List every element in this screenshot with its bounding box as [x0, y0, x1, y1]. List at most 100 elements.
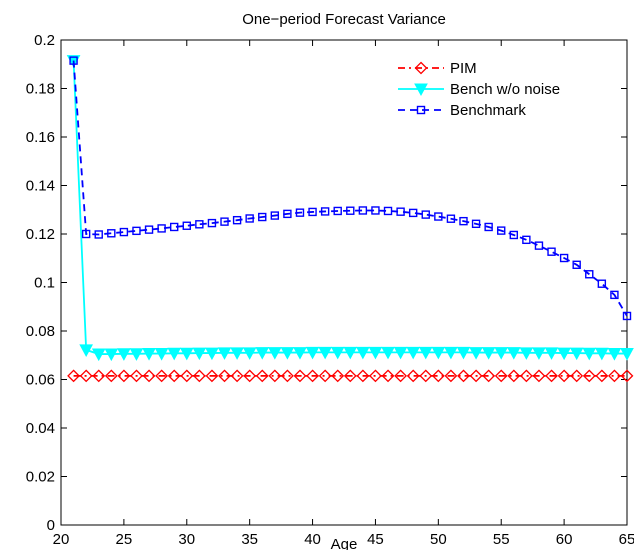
data-point-pim: [419, 369, 433, 383]
data-point-pim: [343, 369, 357, 383]
data-point-bench-w-o-noise: [192, 347, 207, 361]
data-point-bench-w-o-noise: [79, 344, 93, 357]
data-point-pim: [67, 369, 80, 383]
data-point-benchmark: [220, 217, 229, 226]
data-point-benchmark: [396, 207, 405, 216]
y-tick-label: 0.18: [26, 81, 55, 98]
y-tick-label: 0.06: [26, 372, 55, 389]
data-point-pim: [192, 369, 206, 383]
data-point-benchmark: [585, 270, 594, 279]
data-point-benchmark: [270, 211, 280, 220]
data-point-benchmark: [434, 212, 443, 221]
data-point-bench-w-o-noise: [431, 346, 446, 360]
data-point-benchmark: [320, 207, 330, 216]
data-point-bench-w-o-noise: [343, 346, 358, 360]
legend-marker-bench-w-o-noise: [414, 83, 428, 97]
data-point-benchmark: [459, 216, 468, 226]
data-point-benchmark: [207, 218, 217, 228]
data-point-bench-w-o-noise: [129, 348, 144, 361]
data-point-benchmark: [169, 222, 179, 232]
data-point-pim: [218, 369, 231, 383]
data-point-pim: [92, 369, 106, 383]
data-point-bench-w-o-noise: [444, 346, 458, 360]
data-point-bench-w-o-noise: [393, 346, 408, 360]
y-tick-label: 0.2: [34, 32, 55, 49]
data-point-bench-w-o-noise: [494, 347, 509, 360]
data-point-pim: [519, 369, 533, 383]
data-point-bench-w-o-noise: [318, 346, 332, 360]
axes-frame: [60, 39, 628, 526]
x-tick-label: 45: [367, 531, 384, 548]
data-point-pim: [482, 369, 496, 383]
data-point-benchmark: [371, 206, 380, 215]
data-point-bench-w-o-noise: [544, 347, 559, 360]
x-tick-label: 20: [53, 531, 70, 548]
data-point-benchmark: [446, 214, 456, 223]
data-point-benchmark: [283, 209, 292, 219]
data-point-pim: [608, 369, 621, 383]
data-point-pim: [331, 369, 345, 383]
data-point-bench-w-o-noise: [595, 347, 609, 361]
data-point-benchmark: [471, 219, 481, 229]
data-point-pim: [570, 369, 584, 383]
data-point-pim: [469, 369, 483, 383]
data-point-pim: [205, 369, 219, 383]
data-point-bench-w-o-noise: [368, 346, 383, 360]
x-tick-label: 65: [619, 531, 634, 548]
data-point-bench-w-o-noise: [117, 348, 131, 361]
data-point-pim: [620, 369, 634, 383]
data-point-pim: [356, 369, 370, 383]
data-point-bench-w-o-noise: [481, 347, 496, 360]
data-point-pim: [255, 369, 269, 383]
data-point-benchmark: [132, 226, 141, 236]
data-point-pim: [280, 369, 294, 383]
data-point-bench-w-o-noise: [91, 348, 106, 362]
legend-label-bench-w-o-noise: Bench w/o noise: [450, 81, 560, 98]
data-point-benchmark: [610, 290, 619, 300]
data-point-pim: [582, 369, 596, 383]
plot-area: 20 25 30 35 40 45 50 55 60 65 0 0.02 0.04 0.06 0.08 0.1…: [26, 32, 634, 548]
data-point-pim: [406, 369, 420, 383]
data-point-pim: [243, 369, 257, 383]
data-point-benchmark: [509, 230, 518, 240]
data-point-bench-w-o-noise: [569, 347, 584, 361]
data-point-pim: [104, 369, 118, 383]
data-point-benchmark: [258, 212, 267, 222]
data-point-bench-w-o-noise: [532, 347, 546, 360]
data-point-pim: [180, 369, 194, 383]
data-point-benchmark: [308, 207, 317, 217]
data-point-bench-w-o-noise: [293, 347, 307, 360]
data-point-bench-w-o-noise: [255, 347, 270, 360]
data-point-pim: [394, 369, 408, 383]
chart-title: One−period Forecast Variance: [242, 11, 446, 28]
data-point-benchmark: [81, 229, 91, 239]
data-point-pim: [142, 369, 156, 383]
x-tick-label: 25: [116, 531, 133, 548]
legend-label-benchmark: Benchmark: [450, 102, 526, 119]
data-point-pim: [557, 369, 571, 383]
data-point-pim: [79, 369, 93, 383]
data-point-pim: [117, 369, 131, 383]
data-point-bench-w-o-noise: [406, 346, 421, 360]
data-point-bench-w-o-noise: [620, 348, 634, 361]
data-point-pim: [381, 369, 395, 383]
data-point-pim: [293, 369, 307, 383]
data-point-bench-w-o-noise: [519, 347, 534, 360]
data-point-benchmark: [232, 215, 242, 225]
data-point-benchmark: [245, 214, 254, 223]
y-tick-label: 0.12: [26, 226, 55, 243]
data-point-bench-w-o-noise: [557, 347, 571, 361]
data-point-pim: [155, 369, 169, 383]
data-point-pim: [595, 369, 609, 383]
data-point-benchmark: [559, 253, 569, 263]
data-point-bench-w-o-noise: [582, 347, 597, 361]
x-tick-label: 55: [493, 531, 510, 548]
data-point-pim: [444, 369, 458, 383]
data-point-benchmark: [484, 222, 493, 232]
data-point-benchmark: [157, 224, 166, 233]
data-point-benchmark: [547, 247, 556, 256]
data-point-bench-w-o-noise: [167, 347, 182, 361]
y-tick-label: 0.1: [34, 275, 55, 292]
